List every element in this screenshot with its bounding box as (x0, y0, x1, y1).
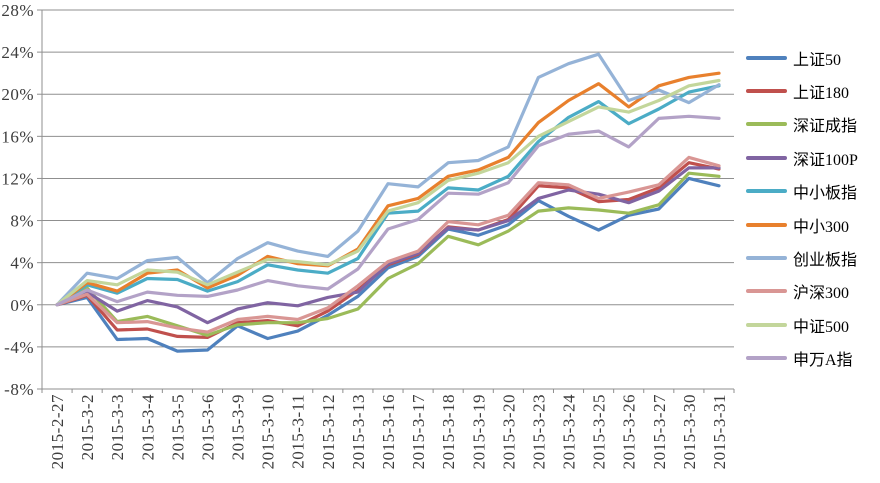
x-axis-label: 2015-2-27 (48, 394, 67, 469)
legend-swatch-swa (746, 356, 787, 361)
legend-item-chinext: 创业板指 (746, 241, 858, 274)
legend-swatch-chinext (746, 256, 787, 261)
legend-item-sme300: 中小300 (746, 208, 858, 241)
x-axis-label: 2015-3-31 (710, 394, 729, 469)
x-axis-label: 2015-3-4 (138, 394, 157, 460)
legend-item-sse180: 上证180 (746, 74, 858, 107)
series-line-sse50 (55, 176, 721, 353)
y-axis-label: 12% (1, 169, 34, 188)
legend-label-szcomp: 深证成指 (793, 118, 858, 136)
legend-swatch-csi500 (746, 322, 787, 327)
series-line-csi500 (55, 78, 721, 307)
series-line-szcomp (55, 171, 721, 337)
x-axis-label: 2015-3-17 (409, 394, 428, 469)
legend-label-sme300: 中小300 (793, 218, 850, 236)
x-axis-label: 2015-3-24 (560, 394, 579, 469)
x-axis-label: 2015-3-26 (620, 394, 639, 469)
legend-swatch-sme (746, 189, 787, 194)
series-line-swa (55, 114, 721, 307)
y-axis-label: 0% (10, 296, 34, 315)
x-axis-label: 2015-3-25 (590, 394, 609, 469)
x-axis-label: 2015-3-9 (229, 394, 248, 460)
legend-item-sme: 中小板指 (746, 175, 858, 208)
legend-item-hs300: 沪深300 (746, 275, 858, 308)
x-axis-label: 2015-3-10 (259, 394, 278, 469)
legend-label-chinext: 创业板指 (793, 252, 858, 270)
legend-swatch-sse50 (746, 55, 787, 60)
y-axis-label: 20% (1, 85, 34, 104)
y-axis-label: 16% (1, 127, 34, 146)
legend-swatch-sse180 (746, 89, 787, 94)
legend-label-swa: 申万A指 (793, 352, 853, 370)
x-axis-label: 2015-3-16 (379, 394, 398, 469)
y-axis-label: 28% (1, 1, 34, 20)
x-axis-label: 2015-3-19 (469, 394, 488, 469)
legend-item-swa: 申万A指 (746, 342, 858, 375)
y-axis-label: 8% (10, 212, 34, 231)
legend-item-csi500: 中证500 (746, 308, 858, 341)
legend-label-sme: 中小板指 (793, 185, 858, 203)
x-axis-label: 2015-3-2 (78, 394, 97, 460)
series-line-sz100p (55, 166, 721, 325)
x-axis-label: 2015-3-27 (650, 394, 669, 469)
y-axis-label: -4% (4, 338, 34, 357)
legend-swatch-szcomp (746, 122, 787, 127)
legend-swatch-sz100p (746, 155, 787, 160)
legend-swatch-hs300 (746, 289, 787, 294)
legend: 上证50 上证180 深证成指深证100P 中小板指中小300 创业板指沪深300 中证5… (746, 41, 858, 375)
legend-label-sse180: 上证180 (793, 85, 850, 103)
legend-label-hs300: 沪深300 (793, 285, 850, 303)
series-line-hs300 (55, 155, 721, 334)
legend-swatch-sme300 (746, 222, 787, 227)
series-line-chinext (55, 52, 721, 307)
x-axis-label: 2015-3-12 (319, 394, 338, 469)
x-axis-label: 2015-3-11 (289, 394, 308, 469)
legend-item-sse50: 上证50 (746, 41, 858, 74)
series-line-sse180 (55, 161, 721, 339)
x-axis-label: 2015-3-30 (680, 394, 699, 469)
legend-item-sz100p: 深证100P (746, 141, 858, 174)
legend-label-csi500: 中证500 (793, 318, 850, 336)
y-axis-label: -8% (4, 380, 34, 399)
legend-label-sz100p: 深证100P (793, 151, 858, 169)
legend-label-sse50: 上证50 (793, 51, 842, 69)
x-axis-label: 2015-3-18 (439, 394, 458, 469)
x-axis-label: 2015-3-3 (108, 394, 127, 460)
y-axis-label: 4% (10, 254, 34, 273)
x-axis-label: 2015-3-23 (529, 394, 548, 469)
x-axis-label: 2015-3-13 (349, 394, 368, 469)
x-axis-label: 2015-3-20 (499, 394, 518, 469)
y-axis-label: 24% (1, 43, 34, 62)
x-axis-label: 2015-3-5 (168, 394, 187, 460)
x-axis-label: 2015-3-6 (199, 394, 218, 460)
legend-item-szcomp: 深证成指 (746, 108, 858, 141)
